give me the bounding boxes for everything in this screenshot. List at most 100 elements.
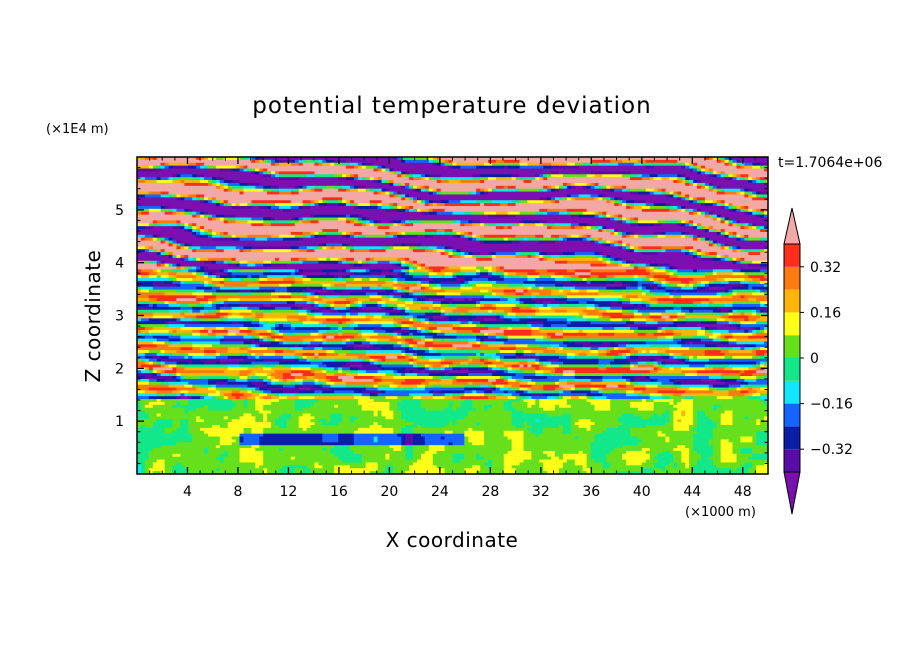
field-cell xyxy=(239,269,264,273)
field-cell xyxy=(152,335,170,340)
field-cell xyxy=(712,211,745,216)
field-cell xyxy=(140,203,217,207)
field-cell xyxy=(456,234,461,239)
field-cell xyxy=(409,370,414,374)
field-cell xyxy=(239,361,252,366)
field-cell xyxy=(693,445,714,449)
field-cell xyxy=(215,309,221,314)
field-cell xyxy=(338,376,355,380)
field-cell xyxy=(570,396,580,400)
field-cell xyxy=(752,208,757,213)
field-cell xyxy=(736,453,753,458)
field-cell xyxy=(673,419,678,423)
field-cell xyxy=(318,159,323,164)
field-cell xyxy=(353,335,363,340)
field-cell xyxy=(602,393,627,397)
field-cell xyxy=(417,298,426,302)
field-cell xyxy=(184,226,189,230)
field-cell xyxy=(657,453,674,458)
field-cell xyxy=(704,252,710,256)
field-cell xyxy=(472,390,477,394)
field-cell xyxy=(330,246,335,250)
field-cell xyxy=(164,321,170,325)
field-cell xyxy=(263,260,272,265)
field-cell xyxy=(377,292,390,296)
field-cell xyxy=(137,168,162,173)
field-cell xyxy=(413,453,422,458)
field-cell xyxy=(756,180,761,184)
field-cell xyxy=(641,303,647,308)
field-cell xyxy=(693,162,698,167)
field-cell xyxy=(338,321,343,325)
field-cell xyxy=(420,347,430,351)
field-cell xyxy=(645,301,651,305)
field-cell xyxy=(503,275,509,279)
field-cell xyxy=(614,260,619,265)
field-cell xyxy=(476,188,481,193)
field-cell xyxy=(760,249,765,253)
field-cell xyxy=(263,433,323,438)
field-cell xyxy=(610,229,615,233)
field-cell xyxy=(192,396,201,400)
field-cell xyxy=(263,413,268,417)
field-cell xyxy=(503,318,513,322)
field-cell xyxy=(543,370,552,374)
field-cell xyxy=(760,194,768,198)
field-cell xyxy=(515,177,521,181)
field-cell xyxy=(716,229,722,233)
field-cell xyxy=(397,278,406,282)
field-cell xyxy=(207,309,217,314)
field-cell xyxy=(180,396,189,400)
field-cell xyxy=(200,393,209,397)
field-cell xyxy=(700,182,706,187)
field-cell xyxy=(428,306,434,311)
field-cell xyxy=(487,367,493,371)
field-cell xyxy=(689,182,694,187)
field-cell xyxy=(420,404,450,409)
field-cell xyxy=(424,203,430,207)
field-cell xyxy=(515,407,544,412)
field-cell xyxy=(515,298,521,302)
field-cell xyxy=(539,286,544,291)
field-cell xyxy=(732,312,741,317)
field-cell xyxy=(405,289,410,294)
field-cell xyxy=(401,205,406,210)
field-cell xyxy=(413,450,426,455)
field-cell xyxy=(349,416,359,420)
field-cell xyxy=(144,376,174,380)
field-cell xyxy=(519,393,532,397)
field-cell xyxy=(204,289,217,294)
field-cell xyxy=(259,306,276,311)
field-cell xyxy=(413,427,469,432)
field-cell xyxy=(286,332,296,337)
field-cell xyxy=(491,404,505,409)
field-cell xyxy=(602,327,615,331)
field-cell xyxy=(298,191,375,196)
field-cell xyxy=(401,171,406,175)
field-cell xyxy=(192,229,197,233)
field-cell xyxy=(610,450,627,455)
field-cell xyxy=(598,275,607,279)
field-cell xyxy=(180,246,185,250)
field-cell xyxy=(204,231,209,236)
field-cell xyxy=(633,246,639,250)
field-cell xyxy=(432,318,450,322)
field-cell xyxy=(160,275,170,279)
field-cell xyxy=(503,364,513,368)
field-cell xyxy=(708,364,730,368)
field-cell xyxy=(543,321,568,325)
field-cell xyxy=(298,177,339,181)
field-cell xyxy=(168,341,174,345)
field-cell xyxy=(503,165,509,170)
field-cell xyxy=(180,390,189,394)
field-cell xyxy=(653,191,663,196)
field-cell xyxy=(207,229,213,233)
field-cell xyxy=(677,223,682,227)
field-cell xyxy=(251,171,256,175)
field-cell xyxy=(700,453,714,458)
field-cell xyxy=(137,205,162,210)
field-cell xyxy=(665,361,686,366)
field-cell xyxy=(192,208,284,213)
field-cell xyxy=(223,272,229,276)
field-cell xyxy=(673,384,682,389)
